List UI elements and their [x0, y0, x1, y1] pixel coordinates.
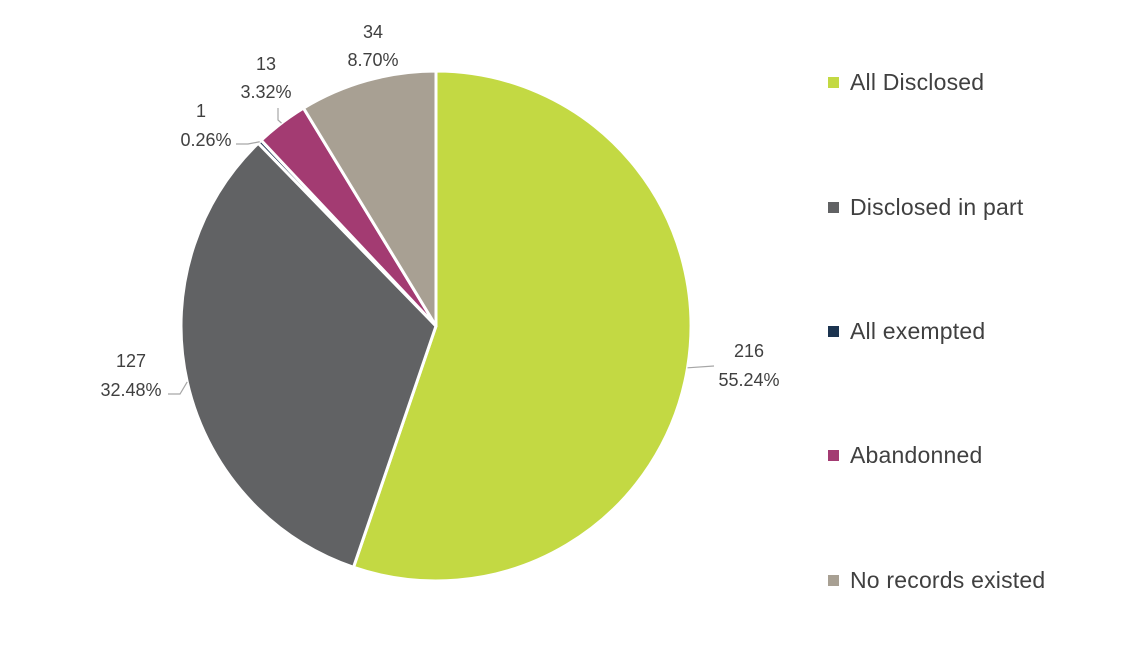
legend-swatch-disclosed-in-part — [828, 201, 839, 213]
legend-label-all-disclosed: All Disclosed — [850, 68, 985, 95]
leader-line-abandonned — [277, 108, 282, 124]
pie-slice-disclosed-in-part — [179, 141, 438, 569]
data-label-value-disclosed-in-part: 127 — [116, 351, 146, 371]
leader-line-disclosed-in-part — [168, 381, 188, 395]
legend-label-no-records-existed: No records existed — [850, 566, 1046, 593]
legend-swatch-abandonned — [828, 449, 839, 461]
data-label-percent-disclosed-in-part: 32.48% — [100, 380, 161, 400]
data-labels: 216 55.24% 127 32.48% 1 0.26% 13 3.32% 3… — [100, 22, 779, 400]
legend-item-no-records-existed: No records existed — [828, 560, 1045, 600]
leader-lines — [168, 108, 715, 395]
legend-swatch-no-records-existed — [828, 574, 839, 586]
data-label-percent-all-disclosed: 55.24% — [718, 370, 779, 390]
legend-item-disclosed-in-part: Disclosed in part — [828, 187, 1023, 227]
legend-item-all-exempted: All exempted — [828, 311, 985, 351]
legend-item-abandonned: Abandonned — [828, 435, 982, 475]
legend-swatch-all-disclosed — [828, 76, 839, 88]
data-label-value-no-records-existed: 34 — [363, 22, 383, 42]
pie-slice-no-records-existed — [302, 69, 438, 328]
data-label-percent-no-records-existed: 8.70% — [347, 50, 398, 70]
pie-slice-all-disclosed — [352, 69, 693, 583]
data-label-percent-abandonned: 3.32% — [240, 82, 291, 102]
legend-label-disclosed-in-part: Disclosed in part — [850, 193, 1024, 220]
legend-swatch-all-exempted — [828, 325, 839, 337]
legend-label-abandonned: Abandonned — [850, 441, 983, 468]
data-label-value-abandonned: 13 — [256, 54, 276, 74]
leader-line-all-disclosed — [687, 365, 715, 369]
data-label-value-all-disclosed: 216 — [734, 341, 764, 361]
data-label-percent-all-exempted: 0.26% — [180, 130, 231, 150]
legend-item-all-disclosed: All Disclosed — [828, 62, 984, 102]
legend-label-all-exempted: All exempted — [850, 317, 986, 344]
leader-line-all-exempted — [236, 141, 260, 145]
data-label-value-all-exempted: 1 — [196, 101, 206, 121]
pie-slices — [179, 69, 693, 583]
